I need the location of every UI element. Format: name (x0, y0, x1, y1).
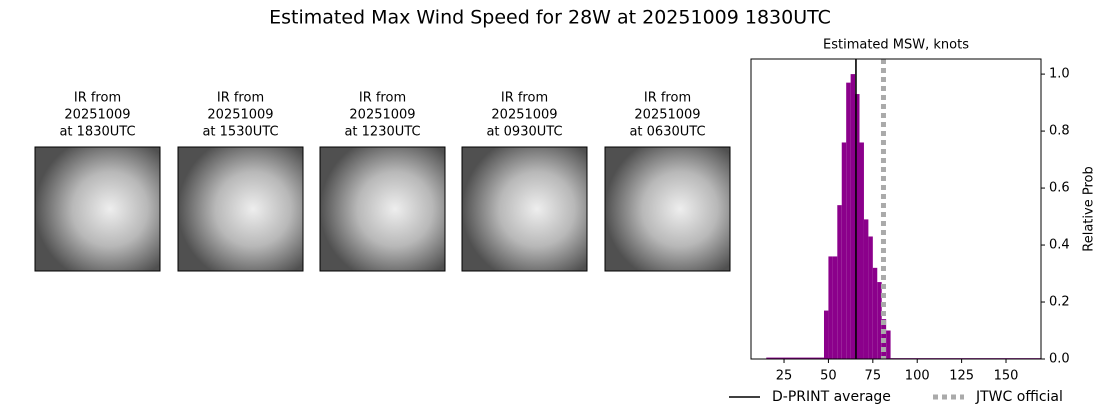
panel-title: IR from (74, 91, 121, 106)
bar (837, 205, 842, 359)
legend-label: D-PRINT average (772, 389, 891, 405)
bar (766, 357, 824, 359)
y-axis-label: Relative Prob (1082, 166, 1097, 251)
x-tick-label: 75 (865, 369, 882, 384)
plot-frame (750, 58, 1042, 360)
bar (886, 330, 891, 359)
ir-image (319, 146, 446, 272)
panel-title: at 0630UTC (629, 125, 705, 140)
legend-label: JTWC official (975, 389, 1063, 405)
panel-title: at 1830UTC (59, 125, 135, 140)
panel-title: at 1530UTC (202, 125, 278, 140)
bar (855, 94, 860, 360)
x-tick-label: 50 (820, 369, 837, 384)
bar (832, 256, 838, 359)
x-tick-label: 100 (905, 369, 930, 384)
bar (846, 82, 851, 359)
bar (859, 142, 864, 359)
chart-title: Estimated MSW, knots (823, 38, 969, 53)
ir-image (34, 146, 161, 272)
panel-title: 20251009 (491, 108, 557, 123)
bar (828, 256, 833, 359)
y-tick-label: 0.6 (1049, 181, 1070, 196)
bar (823, 310, 829, 359)
bar (850, 74, 856, 359)
ir-image (177, 146, 304, 272)
bar (877, 282, 882, 359)
x-tick-label: 25 (776, 369, 793, 384)
panel-title: at 0930UTC (486, 125, 562, 140)
y-tick-label: 0.2 (1049, 295, 1070, 310)
panel-title: at 1230UTC (344, 125, 420, 140)
y-tick-label: 0.8 (1049, 124, 1070, 139)
panel-title: 20251009 (64, 108, 130, 123)
x-tick-label: 125 (949, 369, 974, 384)
bar (868, 236, 873, 359)
bar (841, 142, 847, 359)
bar (872, 267, 878, 359)
y-tick-label: 0.0 (1049, 352, 1070, 367)
panel-title: IR from (359, 91, 406, 106)
ir-image (461, 146, 588, 272)
y-tick-label: 0.4 (1049, 238, 1070, 253)
panel-title: IR from (644, 91, 691, 106)
bar (863, 219, 869, 359)
panel-title: 20251009 (634, 108, 700, 123)
panel-title: 20251009 (349, 108, 415, 123)
panel-title: 20251009 (207, 108, 273, 123)
figure-title: Estimated Max Wind Speed for 28W at 2025… (269, 7, 831, 29)
x-tick-label: 150 (994, 369, 1019, 384)
panel-title: IR from (217, 91, 264, 106)
y-tick-label: 1.0 (1049, 67, 1070, 82)
panel-title: IR from (501, 91, 548, 106)
ir-image (604, 146, 731, 272)
